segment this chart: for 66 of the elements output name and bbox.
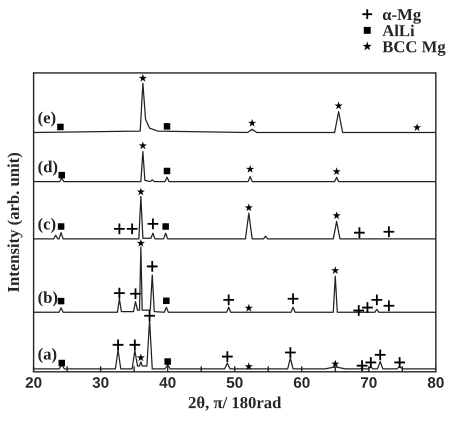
point — [57, 124, 64, 130]
point — [136, 188, 145, 196]
series-label: (c) — [38, 218, 56, 233]
point — [136, 353, 145, 362]
point — [128, 338, 142, 352]
point — [146, 260, 159, 273]
point — [244, 304, 253, 312]
point — [58, 223, 64, 230]
point — [332, 211, 341, 220]
point — [138, 141, 147, 150]
series-label: (e) — [38, 112, 56, 127]
point — [356, 359, 368, 372]
point — [112, 338, 124, 352]
point — [353, 226, 366, 239]
point — [352, 304, 366, 317]
point — [143, 309, 156, 322]
point — [370, 294, 384, 306]
x-tick-label: 20 — [26, 377, 42, 388]
x-axis-title: 2θ, π/ 180rad — [188, 396, 282, 411]
x-tick-label: 60 — [294, 377, 310, 388]
x-tick-label: 30 — [92, 377, 109, 388]
point — [412, 123, 422, 132]
point — [146, 218, 160, 230]
x-tick-label: 40 — [159, 377, 176, 388]
point — [393, 356, 406, 369]
point — [382, 226, 396, 238]
point — [284, 346, 297, 359]
point — [113, 286, 126, 300]
point — [113, 222, 126, 236]
point — [248, 118, 256, 127]
x-tick-label: 70 — [360, 377, 377, 388]
point — [374, 348, 386, 362]
point — [244, 203, 253, 212]
point — [382, 299, 396, 312]
point — [164, 358, 171, 365]
point — [222, 294, 235, 306]
series-label: (a) — [38, 348, 56, 364]
point — [138, 74, 147, 82]
point — [163, 298, 170, 304]
point — [129, 287, 142, 300]
point — [162, 223, 169, 230]
point — [332, 167, 341, 176]
point — [364, 356, 378, 369]
x-tick-label: 80 — [428, 377, 444, 388]
point — [164, 123, 170, 130]
point — [126, 222, 138, 236]
point — [246, 164, 254, 173]
y-axis-title: Intensity (arb. unit) — [7, 152, 22, 292]
point — [136, 238, 145, 247]
point — [244, 362, 253, 370]
x-tick-label: 50 — [226, 377, 243, 388]
point — [334, 102, 343, 110]
point — [58, 360, 66, 366]
point — [331, 266, 340, 274]
point — [361, 301, 374, 314]
series-label: (d) — [38, 160, 58, 176]
point — [221, 350, 234, 363]
series-label: (b) — [38, 291, 58, 306]
legend-label: α-Mg — [382, 9, 421, 24]
point — [331, 360, 340, 368]
point — [58, 172, 66, 178]
point — [286, 292, 300, 306]
point — [58, 298, 64, 304]
point — [164, 168, 170, 174]
legend-label: AlLi — [382, 24, 414, 36]
legend-label: BCC Mg — [382, 41, 446, 56]
